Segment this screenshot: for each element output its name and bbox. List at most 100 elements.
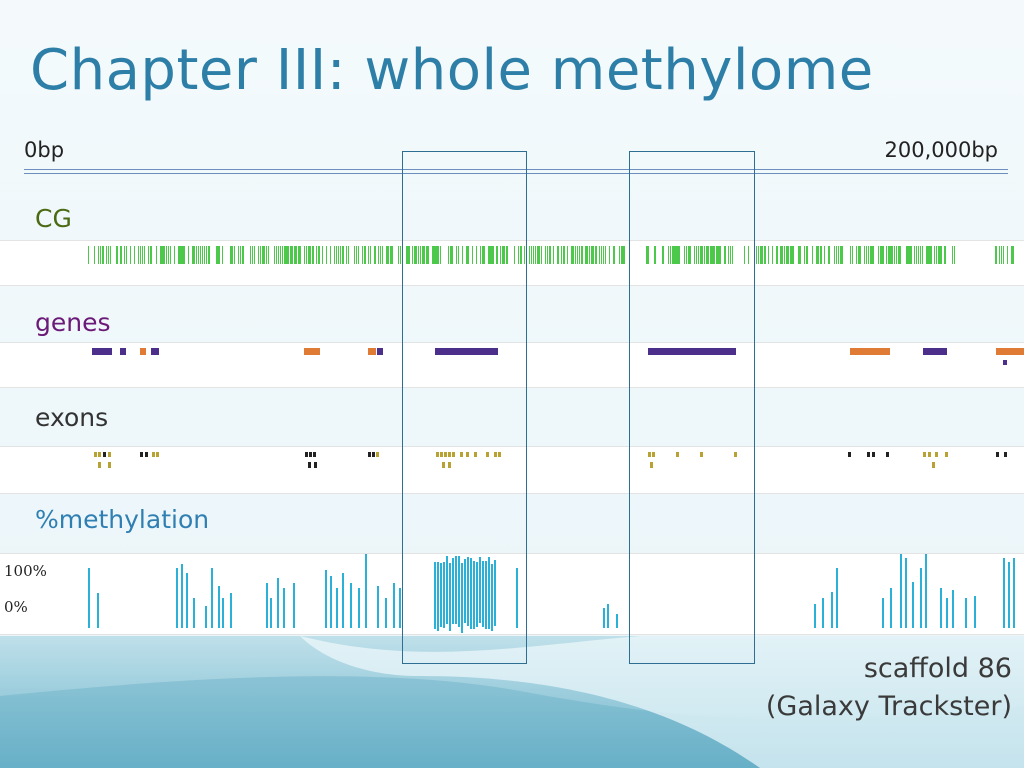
cg-mark	[362, 246, 363, 264]
cg-mark	[700, 246, 702, 264]
cg-mark	[398, 246, 399, 264]
cg-mark	[130, 246, 131, 264]
cg-mark	[342, 246, 344, 264]
cg-mark	[780, 246, 782, 264]
axis-end-label: 200,000bp	[884, 138, 998, 162]
exons-track-label: exons	[35, 403, 109, 432]
cg-mark	[476, 246, 477, 264]
cg-mark	[252, 246, 253, 264]
methylation-bar	[912, 582, 914, 628]
cg-mark	[202, 246, 203, 264]
cg-mark	[910, 246, 912, 264]
cg-mark	[926, 246, 928, 264]
cg-mark	[208, 246, 210, 264]
cg-mark	[896, 246, 897, 264]
exon-mark	[98, 452, 101, 457]
cg-mark	[264, 246, 265, 264]
cg-mark	[914, 246, 915, 264]
cg-mark	[804, 246, 805, 264]
axis-start-label: 0bp	[24, 138, 65, 162]
exon-mark	[94, 452, 97, 457]
methylation-bar	[974, 596, 976, 628]
cg-mark	[609, 246, 610, 264]
cg-mark	[585, 246, 587, 264]
cg-mark	[462, 246, 463, 264]
cg-mark	[436, 246, 438, 264]
cg-mark	[420, 246, 421, 264]
gene-mark	[435, 348, 498, 355]
gene-mark	[648, 348, 736, 355]
methylation-bar	[186, 573, 188, 628]
cg-mark	[140, 246, 141, 264]
cg-mark	[216, 246, 218, 264]
cg-mark	[288, 246, 289, 264]
cg-mark	[518, 246, 519, 264]
exon-mark	[156, 452, 159, 457]
cg-mark	[678, 246, 680, 264]
cg-mark	[192, 246, 194, 264]
cg-mark	[824, 246, 825, 264]
methylation-bar	[342, 573, 344, 628]
methylation-bar	[283, 588, 285, 628]
cg-mark	[587, 246, 588, 264]
cg-mark	[388, 246, 389, 264]
cg-mark	[868, 246, 869, 264]
methylation-bar	[222, 598, 224, 628]
cg-mark	[706, 246, 708, 264]
cg-mark	[364, 246, 366, 264]
exon-mark	[305, 452, 308, 457]
cg-mark	[744, 246, 745, 264]
cg-mark	[408, 246, 410, 264]
cg-mark	[668, 246, 669, 264]
cg-mark	[537, 246, 539, 264]
cg-mark	[294, 246, 296, 264]
cg-mark	[472, 246, 473, 264]
cg-mark	[434, 246, 436, 264]
cg-mark	[716, 246, 718, 264]
methylation-bar	[920, 568, 922, 628]
cg-mark	[786, 246, 788, 264]
cg-mark	[533, 246, 534, 264]
methylation-bar	[491, 564, 493, 631]
cg-mark	[110, 246, 111, 264]
cg-mark	[724, 246, 726, 264]
methylation-bar	[452, 558, 454, 624]
exon-mark	[460, 452, 463, 457]
cg-mark	[888, 246, 890, 264]
cg-mark	[878, 246, 879, 264]
methylation-bar	[97, 593, 99, 628]
cg-mark	[378, 246, 379, 264]
cg-mark	[581, 246, 583, 264]
methylation-bar	[461, 563, 463, 633]
cg-mark	[541, 246, 542, 264]
cg-mark	[892, 246, 893, 264]
cg-mark	[222, 246, 223, 264]
cg-mark	[126, 246, 127, 264]
cg-mark	[866, 246, 867, 264]
cg-mark	[480, 246, 481, 264]
methylation-bar	[399, 588, 401, 628]
cg-mark	[557, 246, 559, 264]
methylation-bar	[205, 606, 207, 628]
exon-mark	[848, 452, 851, 457]
cg-mark	[539, 246, 540, 264]
cg-mark	[242, 246, 244, 264]
cg-mark	[880, 246, 882, 264]
gene-mark	[92, 348, 112, 355]
exon-mark	[734, 452, 737, 457]
methylation-bar	[270, 598, 272, 628]
cg-mark	[162, 246, 164, 264]
cg-mark	[792, 246, 794, 264]
cg-mark	[708, 246, 709, 264]
methylation-bar	[1008, 562, 1010, 628]
cg-mark	[648, 246, 649, 264]
cg-mark	[406, 246, 408, 264]
cg-mark	[374, 246, 376, 264]
cg-mark	[322, 246, 323, 264]
exon-mark	[474, 452, 477, 457]
cg-mark	[458, 246, 459, 264]
cg-mark	[502, 246, 504, 264]
exon-mark	[700, 452, 703, 457]
cg-mark	[250, 246, 251, 264]
